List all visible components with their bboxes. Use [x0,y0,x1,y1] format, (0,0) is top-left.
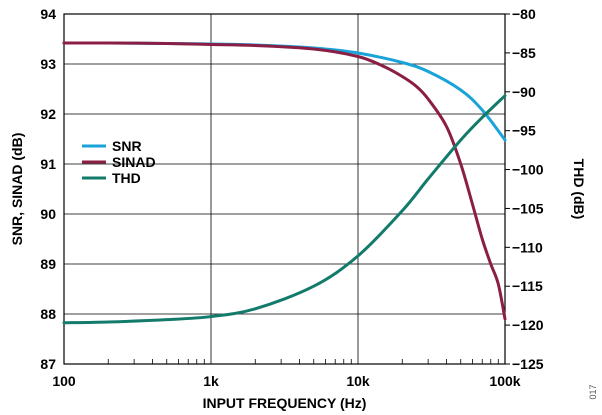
series-line-thd [62,94,507,325]
y-left-tick-label: 93 [40,56,56,72]
series-line-sinad [62,41,507,321]
x-axis-title: INPUT FREQUENCY (Hz) [203,395,367,411]
y-right-tick-label: −125 [512,356,544,372]
series-layer [62,41,507,325]
figure-id: 017 [588,384,598,399]
y-left-tick-label: 88 [40,306,56,322]
y-left-tick-label: 87 [40,356,56,372]
y-right-tick-label: −80 [512,6,536,22]
y-left-tick-label: 92 [40,106,56,122]
y-right-tick-label: −95 [512,123,536,139]
y-left-tick-label: 90 [40,206,56,222]
legend-label-thd: THD [112,170,141,186]
y-right-tick-label: −120 [512,317,544,333]
x-tick-label: 100 [52,373,76,389]
y-right-tick-label: −105 [512,200,544,216]
y-left-tick-label: 91 [40,156,56,172]
y-right-tick-label: −115 [512,278,543,294]
y-right-tick-label: −85 [512,45,536,61]
y-left-tick-label: 94 [40,6,56,22]
series-line-snr [62,41,507,142]
y-right-tick-label: −100 [512,162,544,178]
legend-label-sinad: SINAD [112,154,156,170]
legend-label-snr: SNR [112,138,142,154]
y-right-tick-label: −90 [512,84,536,100]
grid [63,13,506,365]
x-tick-label: 1k [203,373,219,389]
x-tick-label: 100k [489,373,520,389]
x-tick-label: 10k [346,373,370,389]
y-left-tick-label: 89 [40,256,56,272]
y-axis-left-title: SNR, SINAD (dB) [9,133,25,246]
plot-frame [63,13,506,365]
y-right-tick-label: −110 [512,239,543,255]
y-axis-right-title: THD (dB) [571,159,587,220]
ticks-layer: 100 1k 10k 100k 87 88 89 90 91 92 93 94 −80 −85 −90 −95… [40,6,543,389]
